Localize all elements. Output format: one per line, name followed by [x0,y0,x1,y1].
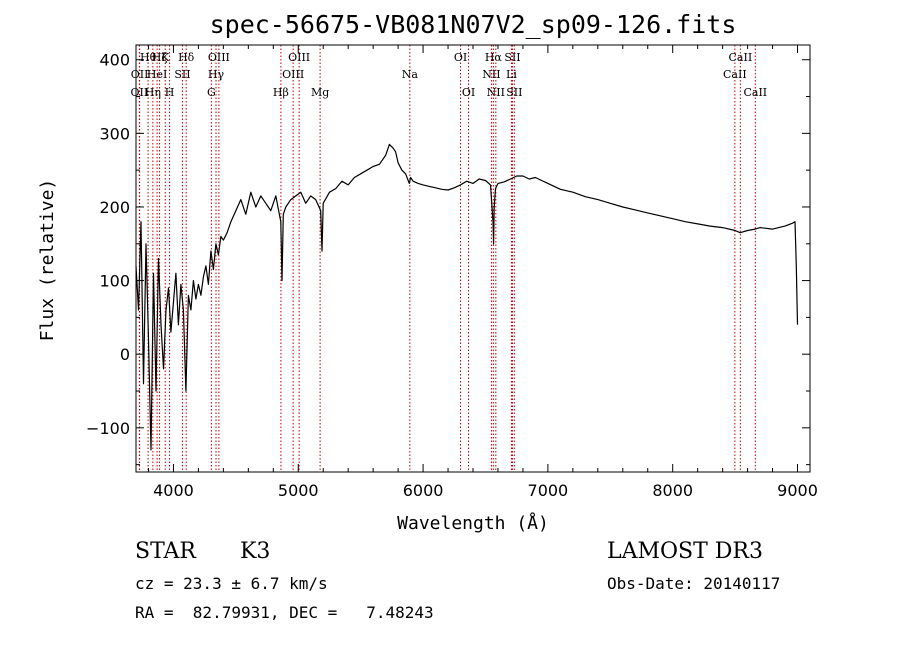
line-marker-label-22: SII [504,51,520,64]
line-marker-label-3: Hζ [152,51,168,64]
line-marker-label-20: NII [487,86,505,99]
coordinates-text: RA = 82.79931, DEC = 7.48243 [135,603,434,622]
line-marker-label-12: OIII [282,68,304,81]
line-marker-label-0: Hθ [140,51,157,64]
line-marker-label-8: G [207,86,216,99]
line-marker-label-13: OIII [288,51,310,64]
line-marker-label-17: OI [462,86,475,99]
series-line-flux [135,143,799,451]
plot-frame [135,44,811,473]
line-marker-label-1: Hη [145,86,161,99]
obs-date-text: Obs-Date: 20140117 [607,574,781,593]
x-tick-label-4: 8000 [652,481,693,500]
line-marker-label-15: Na [402,68,419,81]
line-marker-label-7: Hδ [178,51,195,64]
redshift-text: cz = 23.3 ± 6.7 km/s [135,574,328,593]
y-tick-label-1: 0 [120,345,130,364]
y-tick-label-4: 300 [99,124,130,143]
object-subclass: K3 [240,539,271,564]
x-tick-label-0: 4000 [153,481,194,500]
line-marker-label-9: Hγ [208,68,225,81]
line-marker-label-11: Hβ [273,86,289,99]
x-axis-ticks: 4000 5000 6000 7000 8000 9000 [147,45,818,500]
x-axis-label: Wavelength (Å) [397,512,549,534]
line-marker-label-26: CaII [743,86,767,99]
line-marker-label-18: NII [482,68,500,81]
chart-title: spec-56675-VB081N07V2_sp09-126.fits [210,10,737,39]
line-marker-label-23: SII [506,86,522,99]
flux-series [135,143,799,451]
line-marker-label-27: OII [131,86,149,99]
line-marker-label-28: OII [131,68,149,81]
line-markers [138,45,756,472]
line-marker-label-4: K [161,51,170,64]
line-marker-label-25: CaII [729,51,753,64]
line-marker-label-24: CaII [723,68,747,81]
line-marker-label-21: Li [506,68,517,81]
object-class: STAR [135,539,196,564]
line-marker-label-5: H [165,86,175,99]
x-tick-label-3: 7000 [528,481,569,500]
line-marker-label-6: SII [174,68,190,81]
y-tick-label-0: −100 [86,419,130,438]
y-tick-label-5: 400 [99,51,130,70]
line-marker-label-10: OIII [208,51,230,64]
line-marker-label-2: HeI [147,68,167,81]
x-tick-label-1: 5000 [278,481,319,500]
y-tick-label-3: 200 [99,198,130,217]
y-tick-label-2: 100 [99,272,130,291]
x-tick-label-2: 6000 [403,481,444,500]
line-marker-label-16: OI [454,51,467,64]
y-axis-label: Flux (relative) [37,179,58,342]
line-marker-labels: Hθ Hη HeI HζK H SII Hδ G Hγ OIII Hβ OIII OIII Mg Na OI O… [131,51,768,99]
line-marker-label-14: Mg [311,86,329,99]
x-tick-label-5: 9000 [777,481,818,500]
survey-label: LAMOST DR3 [607,539,763,564]
line-marker-label-19: Hα [485,51,503,64]
y-axis-ticks: −100 0 100 200 300 400 [86,51,810,466]
